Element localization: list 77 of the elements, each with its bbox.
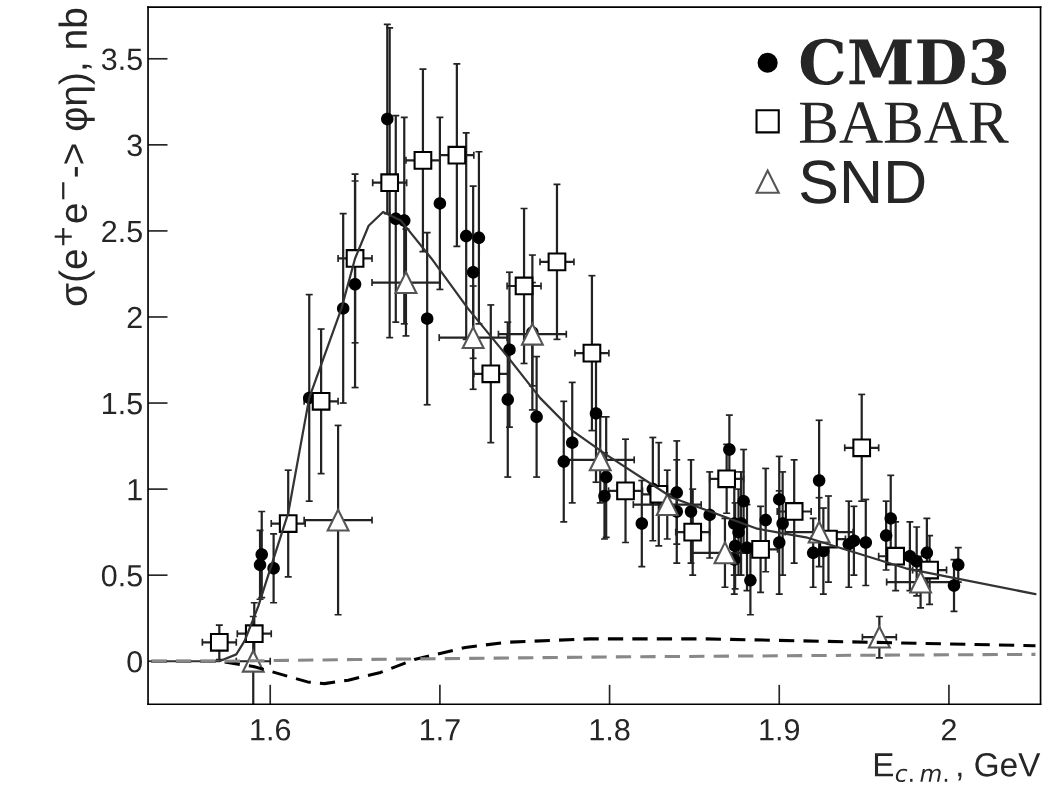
point [847,534,861,547]
point [728,539,742,553]
x-tick-label: 2 [941,718,956,741]
point [459,229,473,243]
point [530,410,543,424]
point [751,539,770,559]
y-tick-label: 0.5 [101,564,142,587]
point [413,150,433,170]
point [381,112,394,126]
point [599,470,613,484]
y-tick-label: 0 [127,650,142,673]
point [670,486,684,499]
point [348,278,362,291]
point [466,265,480,279]
point [859,536,873,549]
point [773,536,786,549]
point [447,145,467,165]
point [311,391,331,411]
point [255,548,268,561]
point [759,513,772,527]
x-axis-title: E$_{c.m.}$, GeV [874,753,1041,783]
y-tick-label: 3 [127,134,142,157]
point [380,173,400,193]
y-tick-label: 2.5 [102,220,142,243]
x-tick-label: 1.7 [420,719,460,741]
point [635,517,649,530]
point [947,579,961,592]
point [394,271,418,295]
point [616,481,635,501]
point [812,474,826,487]
point [481,364,501,384]
point [598,489,611,503]
point [433,197,447,210]
legend-label: CMD3 [800,38,1007,86]
point [547,252,567,272]
point [565,436,579,449]
point [744,574,757,587]
point [920,546,934,560]
point [582,343,602,363]
point [588,448,612,472]
y-tick-label: 1 [128,479,142,501]
point [326,508,350,532]
line-series [149,652,1037,663]
point [472,231,486,245]
x-tick-label: 1.8 [590,718,630,741]
point [503,343,516,356]
x-tick-label: 1.6 [251,718,291,741]
x-tick-label: 1.9 [760,718,800,741]
y-tick-label: 2 [127,306,142,329]
point [717,469,737,489]
point [420,312,434,325]
point [501,393,515,406]
point [253,558,267,572]
y-tick-label: 1.5 [103,393,142,415]
point [684,505,698,518]
point [909,570,933,594]
point [713,541,737,565]
point [655,493,679,517]
legend-label: BABAR [799,102,1009,143]
point [589,407,603,420]
point [737,494,750,508]
point [879,529,893,542]
point [776,517,789,530]
point [886,546,906,566]
point [852,438,872,458]
point [557,455,571,468]
y-axis-title: σ(e$^{+}$e$^{−}$-> φη), nb [54,8,95,306]
point [514,276,534,296]
y-tick-label: 3.5 [101,48,142,71]
point [683,522,703,542]
point [461,326,485,350]
point [784,502,804,521]
line-series [150,210,1037,663]
legend-label: SND [800,160,925,204]
point [520,322,544,346]
point [952,558,965,572]
point [209,632,229,652]
